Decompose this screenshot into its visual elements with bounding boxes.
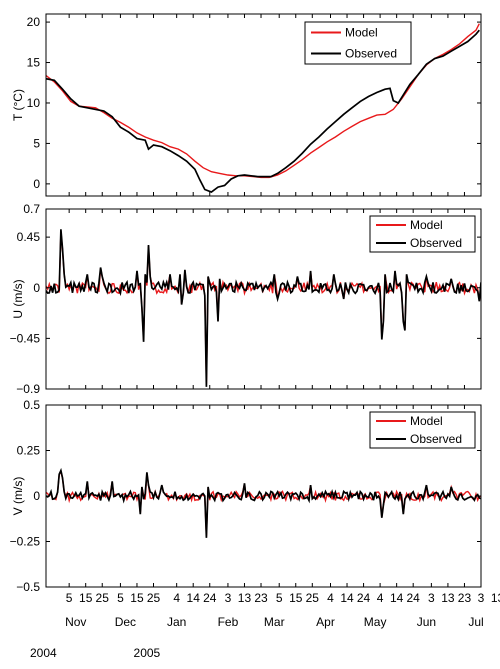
panel-3: −0.5 −0.25 0 0.25 0.5 V (m/s) Model Observed [10, 398, 482, 594]
y-tick-label: 15 [27, 56, 41, 70]
legend: Model Observed [369, 215, 476, 253]
x-tick-label: 13 [441, 591, 455, 605]
y-tick-label: 20 [27, 15, 41, 29]
x-month-label: Jan [167, 615, 186, 629]
legend-label-model: Model [410, 414, 443, 428]
series-line-observed [46, 467, 481, 538]
legend-label-observed: Observed [410, 236, 462, 250]
x-tick-label: 24 [357, 591, 371, 605]
y-tick-label: 5 [33, 136, 40, 150]
x-tick-label: 4 [327, 591, 334, 605]
legend-box [369, 411, 476, 449]
axes-frame [45, 13, 482, 197]
x-tick-label: 15 [130, 591, 144, 605]
x-tick-label: 3 [428, 591, 435, 605]
x-tick-label: 4 [173, 591, 180, 605]
x-month-label: Mar [264, 615, 285, 629]
x-year-label: 2004 [30, 646, 57, 660]
y-tick-label: −0.9 [16, 382, 40, 396]
legend-label-observed: Observed [345, 47, 397, 61]
x-tick-label: 13 [238, 591, 252, 605]
y-tick-label: 0.5 [23, 398, 40, 412]
x-month-label: Jun [417, 615, 436, 629]
legend-label-model: Model [410, 218, 443, 232]
axes-frame [45, 208, 482, 390]
series-line-model [46, 23, 480, 179]
x-tick-label: 23 [458, 591, 472, 605]
x-tick-label: 15 [289, 591, 303, 605]
series-line-observed [46, 229, 481, 387]
legend-box [304, 21, 412, 65]
x-tick-label: 14 [390, 591, 404, 605]
legend-label-observed: Observed [410, 432, 462, 446]
legend: Model Observed [304, 21, 412, 65]
x-month-label: Jul [468, 615, 483, 629]
x-month-label: Nov [65, 615, 86, 629]
x-month-label: May [364, 615, 387, 629]
y-tick-label: −0.45 [10, 331, 41, 345]
x-tick-label: 3 [225, 591, 232, 605]
panel-1: 0 5 10 15 20 T (°C) Model Observed [11, 13, 482, 197]
y-tick-label: 0.25 [17, 444, 41, 458]
x-tick-label: 25 [306, 591, 320, 605]
y-tick-label: −0.25 [10, 535, 41, 549]
x-tick-label: 4 [377, 591, 384, 605]
panel-2: −0.9 −0.45 0 0.45 0.7 U (m/s) Model Observed [10, 202, 482, 396]
x-tick-label: 5 [276, 591, 283, 605]
y-tick-label: 10 [27, 96, 41, 110]
y-tick-label: 0.7 [23, 202, 40, 216]
y-tick-label: 0.45 [17, 230, 41, 244]
x-year-label: 2005 [134, 646, 161, 660]
x-tick-label: 24 [407, 591, 421, 605]
x-month-label: Dec [115, 615, 136, 629]
x-tick-label: 5 [66, 591, 73, 605]
series-line-model [46, 469, 481, 537]
x-tick-label: 3 [478, 591, 485, 605]
y-axis-label: U (m/s) [11, 279, 25, 318]
x-tick-label: 25 [147, 591, 161, 605]
y-tick-label: 0 [33, 281, 40, 295]
x-axis-labels: 5 15 25 5 15 25 4 14 24 3 13 23 5 15 25 4 14 24 4 14 24 3 13 23… [30, 591, 500, 660]
legend: Model Observed [369, 411, 476, 449]
y-axis-label: T (°C) [11, 89, 25, 121]
x-tick-label: 14 [187, 591, 201, 605]
y-axis-label: V (m/s) [11, 477, 25, 516]
x-tick-label: 15 [79, 591, 93, 605]
series-line-observed [46, 29, 480, 193]
y-tick-label: −0.5 [16, 580, 40, 594]
legend-label-model: Model [345, 26, 378, 40]
x-month-label: Feb [218, 615, 239, 629]
y-tick-label: 0 [33, 177, 40, 191]
x-tick-label: 24 [203, 591, 217, 605]
x-tick-label: 14 [340, 591, 354, 605]
x-tick-label: 23 [254, 591, 268, 605]
y-tick-label: 0 [33, 489, 40, 503]
x-tick-label: 25 [96, 591, 110, 605]
x-tick-label: 13 [491, 591, 500, 605]
x-month-label: Apr [316, 615, 335, 629]
series-line-model [46, 230, 481, 384]
legend-box [369, 215, 476, 253]
x-tick-label: 5 [117, 591, 124, 605]
